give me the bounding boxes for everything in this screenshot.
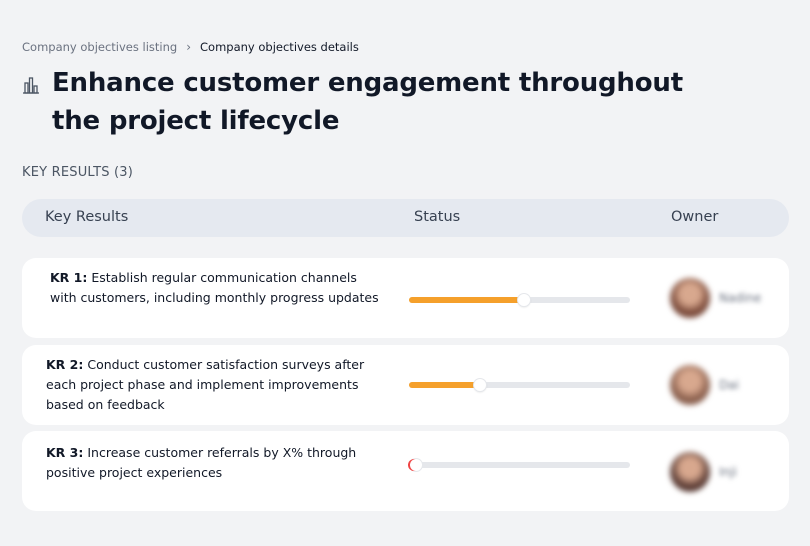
- progress-fill: [409, 297, 524, 303]
- key-result-id: KR 3:: [46, 445, 84, 460]
- table-header: Key Results Status Owner: [22, 199, 789, 237]
- key-result-text: KR 2: Conduct customer satisfaction surv…: [46, 355, 376, 415]
- progress-bar[interactable]: [409, 459, 630, 471]
- key-result-id: KR 2:: [46, 357, 84, 372]
- avatar: [670, 365, 710, 405]
- progress-bar[interactable]: [409, 379, 630, 391]
- key-result-id: KR 1:: [50, 270, 88, 285]
- column-header-status: Status: [414, 209, 461, 225]
- progress-fill: [409, 382, 480, 388]
- column-header-key-results: Key Results: [45, 209, 129, 225]
- breadcrumb: Company objectives listing › Company obj…: [22, 40, 359, 54]
- progress-handle[interactable]: [473, 379, 486, 391]
- breadcrumb-current: Company objectives details: [200, 40, 359, 54]
- owner-name: Inji: [719, 465, 737, 479]
- avatar: [670, 278, 710, 318]
- building-chart-icon: [22, 76, 40, 94]
- owner[interactable]: Inji: [670, 452, 737, 492]
- key-result-row[interactable]: KR 3: Increase customer referrals by X% …: [22, 431, 789, 511]
- key-result-text: KR 1: Establish regular communication ch…: [50, 268, 380, 308]
- key-result-description: Establish regular communication channels…: [50, 270, 379, 305]
- chevron-right-icon: ›: [186, 40, 192, 54]
- key-result-description: Conduct customer satisfaction surveys af…: [46, 357, 365, 412]
- owner[interactable]: Nadine: [670, 278, 761, 318]
- avatar: [670, 452, 710, 492]
- owner-name: Nadine: [719, 291, 762, 305]
- progress-handle[interactable]: [409, 459, 422, 471]
- progress-bar[interactable]: [409, 294, 630, 306]
- owner-name: Dai: [719, 378, 739, 392]
- key-result-description: Increase customer referrals by X% throug…: [46, 445, 357, 480]
- column-header-owner: Owner: [671, 209, 719, 225]
- key-result-text: KR 3: Increase customer referrals by X% …: [46, 443, 376, 483]
- page-title: Enhance customer engagement throughout t…: [52, 68, 683, 136]
- key-results-count-label: KEY RESULTS (3): [22, 165, 134, 180]
- key-result-row[interactable]: KR 2: Conduct customer satisfaction surv…: [22, 345, 789, 425]
- progress-handle[interactable]: [517, 294, 530, 306]
- breadcrumb-link-objectives-listing[interactable]: Company objectives listing: [22, 40, 178, 54]
- owner[interactable]: Dai: [670, 365, 739, 405]
- key-result-row[interactable]: KR 1: Establish regular communication ch…: [22, 258, 789, 338]
